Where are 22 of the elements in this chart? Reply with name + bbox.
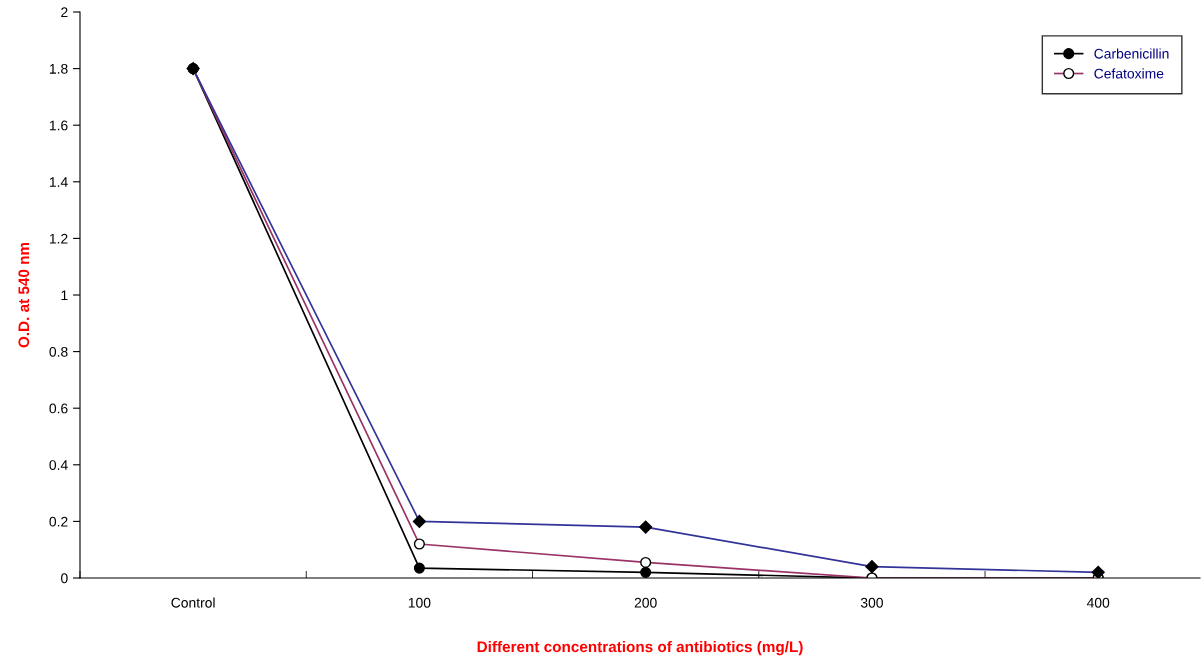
y-tick-label: 1.6	[49, 120, 68, 131]
x-tick-label: 400	[1086, 597, 1110, 608]
point	[640, 566, 652, 578]
x-tick-label: 200	[634, 597, 657, 608]
y-tick-label: 1.2	[49, 233, 68, 244]
x-tick-label: 100	[408, 597, 431, 608]
y-tick-label: 0.6	[49, 403, 68, 414]
y-tick-label: 1.8	[49, 63, 68, 74]
x-axis-title: Different concentrations of antibiotics (mg/L)	[477, 640, 803, 656]
x-tick-label: Control	[171, 597, 215, 608]
y-tick-label: 2	[61, 7, 68, 18]
y-tick-label: 1	[61, 290, 68, 301]
y-tick-label: 0.4	[49, 460, 68, 470]
legend-label: Cefatoxime	[1094, 68, 1164, 79]
y-tick-label: 0.8	[49, 346, 68, 357]
y-tick-label: 0.2	[49, 516, 68, 527]
point	[413, 562, 425, 574]
y-axis-title: O.D. at 540 nm	[18, 242, 30, 348]
legend-label: Carbenicillin	[1094, 48, 1169, 59]
y-tick-label: 1.4	[49, 177, 68, 187]
y-tick-label: 0	[61, 573, 68, 584]
x-tick-label: 300	[860, 597, 883, 608]
